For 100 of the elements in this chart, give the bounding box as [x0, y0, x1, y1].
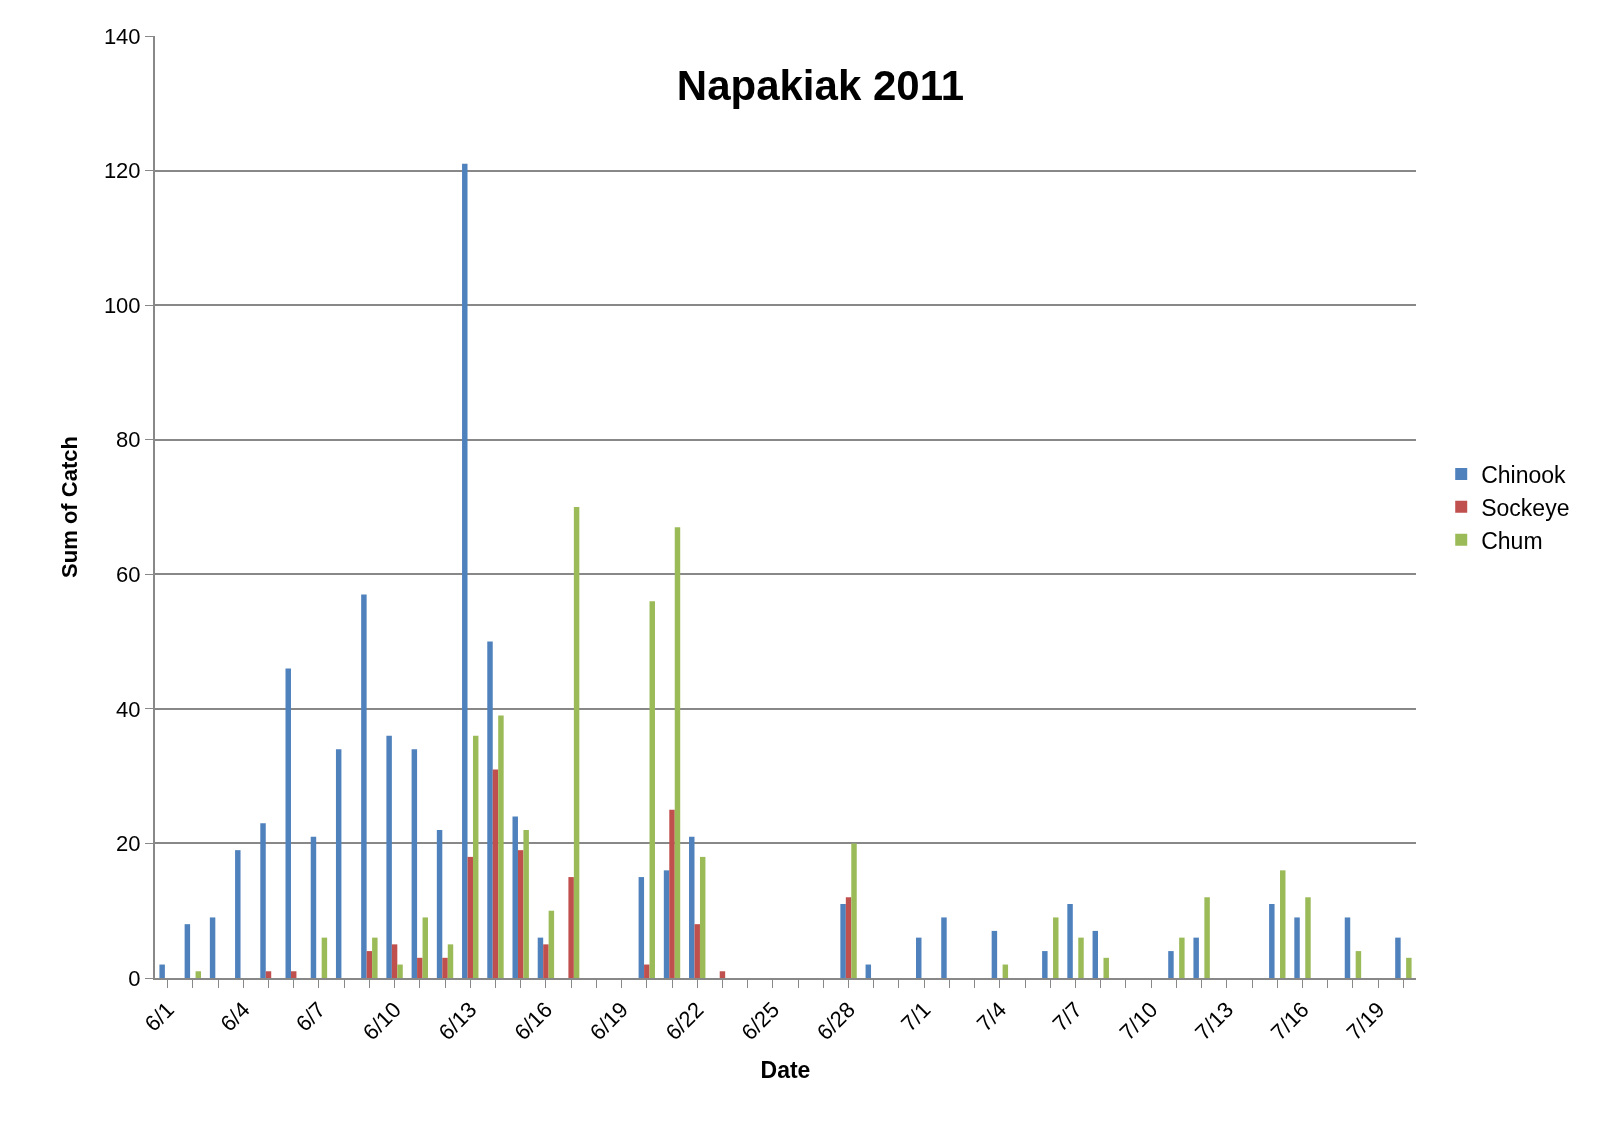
bar [1179, 937, 1185, 978]
bar [548, 910, 555, 978]
bar [1204, 897, 1210, 978]
bar [447, 944, 454, 978]
bar [941, 917, 947, 978]
x-tick-label: 6/25 [736, 997, 785, 1045]
y-tick-label: 140 [103, 23, 141, 49]
y-tick-label: 20 [116, 831, 141, 857]
bar [517, 850, 524, 978]
bar [1053, 917, 1059, 978]
bar [991, 930, 998, 978]
bar [1193, 937, 1199, 978]
legend-label: Chum [1481, 527, 1543, 554]
bar [321, 937, 328, 978]
bar [411, 749, 418, 978]
x-tick-label: 6/13 [433, 997, 482, 1045]
bar [1294, 917, 1300, 978]
y-tick-label: 80 [116, 427, 141, 453]
bar [184, 924, 191, 978]
x-axis-title: Date [760, 1057, 811, 1084]
x-tick-label: 7/13 [1190, 997, 1239, 1045]
bar [417, 957, 423, 978]
bar [845, 897, 852, 978]
bar [1092, 930, 1099, 978]
bar [361, 594, 367, 978]
bar [285, 668, 291, 978]
bar [537, 937, 544, 978]
bar [397, 964, 403, 978]
bar [442, 957, 448, 978]
x-tick-label: 6/28 [811, 997, 860, 1045]
x-tick-label: 6/7 [290, 997, 331, 1037]
bar [1280, 870, 1286, 978]
y-axis-title: Sum of Catch [57, 436, 83, 578]
x-tick-label: 6/22 [660, 997, 709, 1045]
bar [498, 715, 504, 978]
bar [699, 856, 706, 978]
legend-label: Chinook [1481, 461, 1567, 488]
bar [694, 924, 700, 978]
bar [1042, 951, 1048, 978]
bar [195, 971, 202, 978]
bar [372, 937, 378, 978]
bar [851, 843, 857, 978]
x-tick-label: 7/19 [1341, 997, 1390, 1045]
bar [462, 163, 468, 978]
x-tick-label: 6/10 [357, 997, 406, 1045]
bar [1168, 951, 1174, 978]
bar [840, 903, 846, 978]
bar [1344, 917, 1351, 978]
bar [290, 971, 297, 978]
bar [663, 870, 670, 978]
bar [391, 944, 398, 978]
bar [366, 951, 373, 978]
bar [719, 971, 726, 978]
x-tick-label: 6/4 [215, 997, 255, 1037]
y-tick-label: 120 [103, 158, 141, 184]
bar [335, 749, 342, 978]
bar [674, 527, 681, 978]
bar [523, 829, 529, 978]
y-tick-label: 0 [128, 965, 141, 991]
bar [1067, 903, 1073, 978]
x-tick-label: 6/1 [139, 997, 179, 1037]
y-tick-label: 100 [103, 292, 141, 318]
bar [386, 735, 392, 978]
bar [1078, 937, 1084, 978]
bar [916, 937, 922, 978]
bar [159, 964, 165, 978]
bar [1269, 903, 1275, 978]
x-tick-label: 6/19 [584, 997, 633, 1045]
bar [260, 823, 266, 978]
bar [689, 836, 695, 978]
y-tick-label: 60 [116, 561, 141, 587]
bar [422, 917, 429, 978]
bar [492, 769, 499, 978]
bar [638, 877, 645, 978]
bar [1406, 957, 1412, 978]
bar [1395, 937, 1401, 978]
bar [310, 836, 317, 978]
bar [543, 944, 549, 978]
bar [235, 850, 241, 978]
bar [487, 641, 493, 978]
x-tick-label: 7/4 [971, 997, 1012, 1037]
bar [512, 816, 518, 978]
x-tick-label: 6/16 [509, 997, 558, 1045]
bar [467, 856, 473, 978]
bar [1305, 897, 1311, 978]
bar [573, 507, 580, 978]
bar [1355, 951, 1362, 978]
x-tick-label: 7/16 [1265, 997, 1314, 1045]
x-tick-label: 7/1 [896, 997, 936, 1037]
bar [568, 877, 574, 978]
bar [669, 809, 675, 978]
legend-label: Sockeye [1481, 494, 1570, 521]
bar [472, 735, 479, 978]
bar [1103, 957, 1109, 978]
bar [644, 964, 650, 978]
bar [649, 601, 655, 978]
bar [209, 917, 216, 978]
y-tick-label: 40 [116, 696, 141, 722]
bar [436, 829, 443, 978]
x-tick-label: 7/7 [1047, 997, 1087, 1037]
